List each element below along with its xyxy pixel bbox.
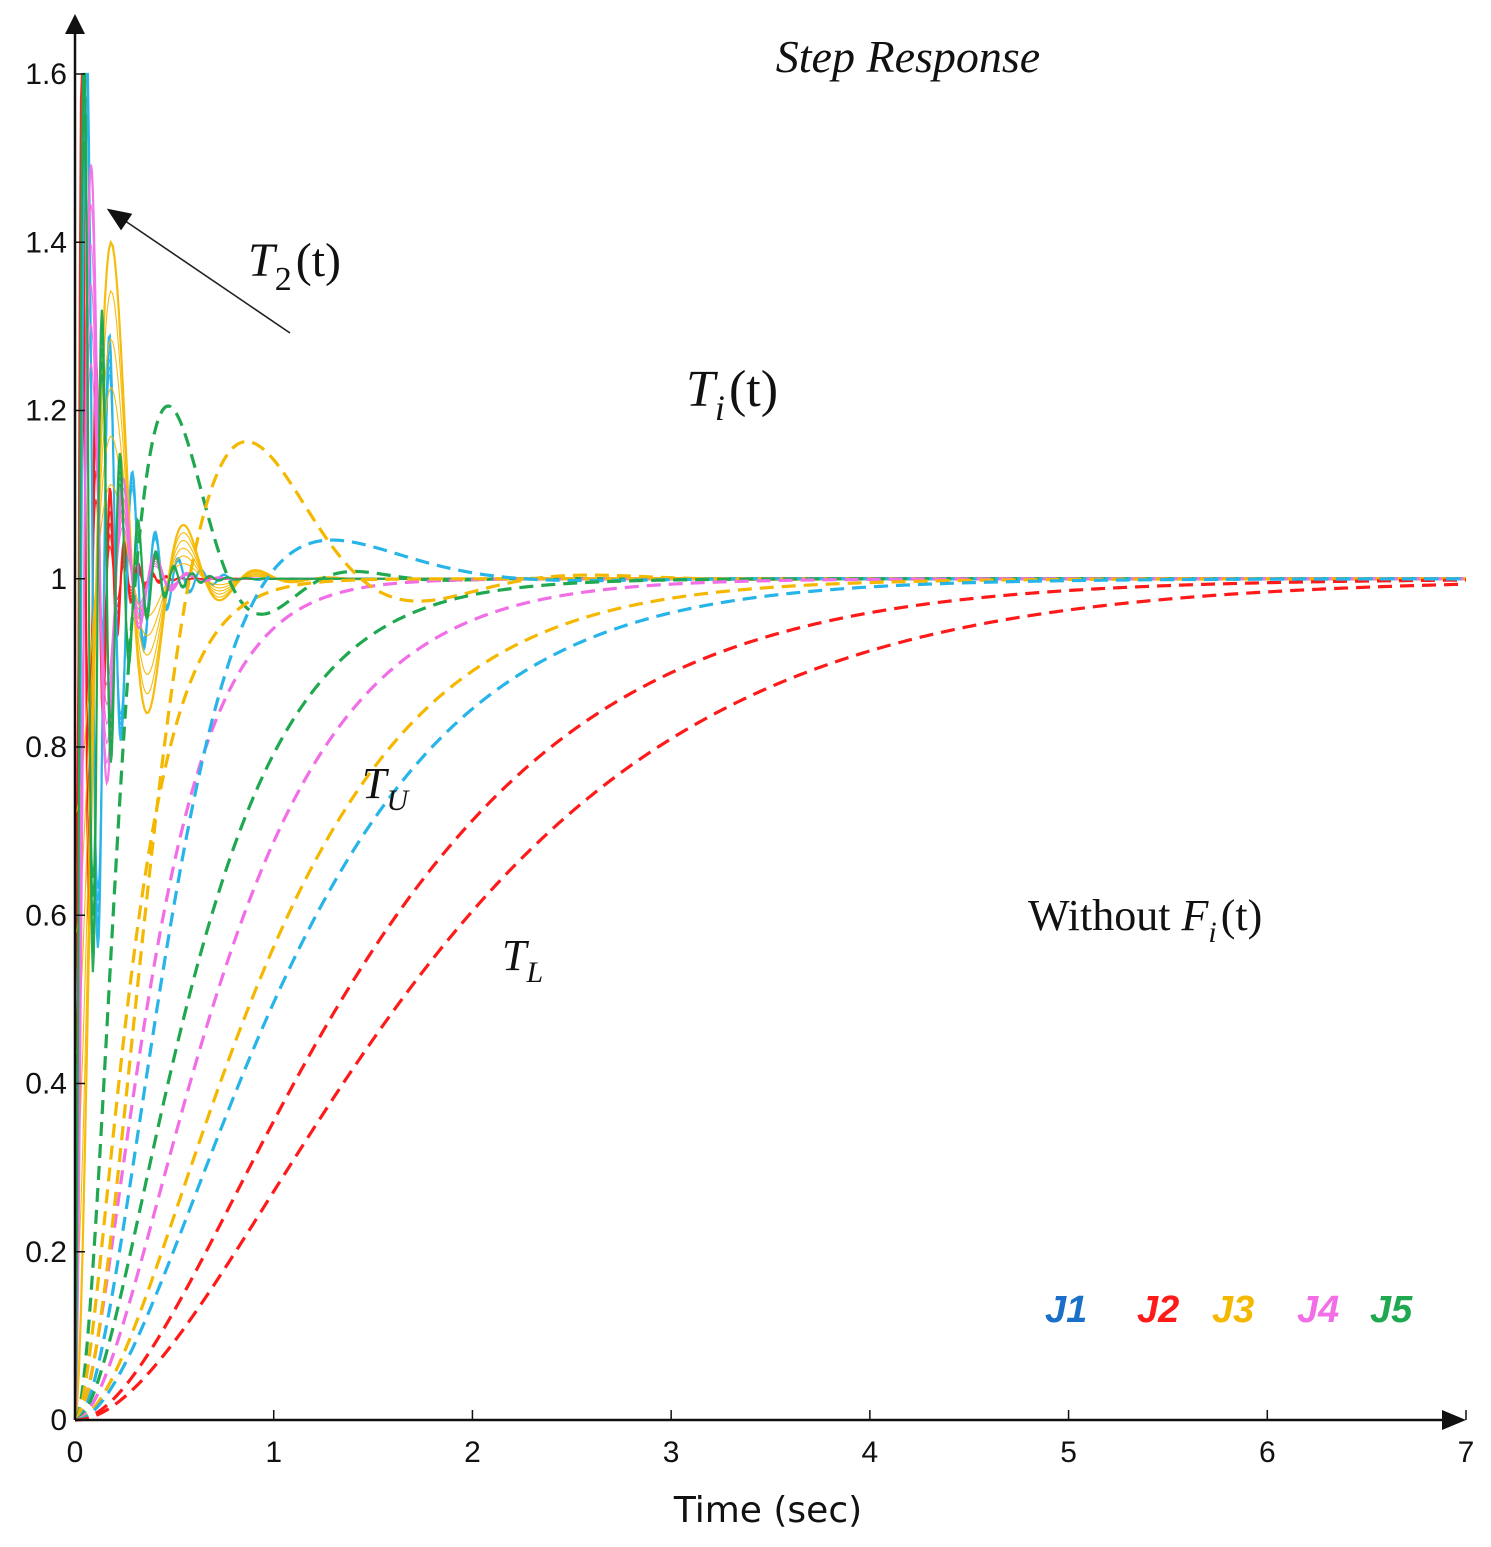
series-line bbox=[74, 384, 1466, 882]
y-tick-label: 0 bbox=[50, 1404, 67, 1437]
annotation-without: Without Fi(t) bbox=[1028, 891, 1262, 949]
annotation-tu-base: T bbox=[362, 759, 390, 808]
annotation-tl: TL bbox=[502, 931, 543, 989]
series-line bbox=[74, 577, 1466, 1422]
series-line bbox=[74, 578, 1467, 1422]
series-line bbox=[73, 239, 1466, 1421]
x-tick-label: 6 bbox=[1259, 1436, 1276, 1469]
series-line bbox=[74, 577, 1466, 1422]
annotation-tl-sub: L bbox=[525, 956, 543, 989]
series-band-2 bbox=[73, 239, 1466, 1421]
annotation-tu: TU bbox=[362, 759, 410, 817]
y-tick-label: 0.8 bbox=[25, 731, 67, 764]
series-line bbox=[74, 483, 1466, 815]
legend-entry-j5: J5 bbox=[1370, 1289, 1413, 1331]
annotation-ti-base: T bbox=[686, 361, 718, 418]
annotation-t2-rest: (t) bbox=[296, 234, 341, 287]
series-line bbox=[74, 435, 1466, 936]
annotation-ti-rest: (t) bbox=[729, 361, 778, 418]
t2-arrow-head-icon bbox=[106, 208, 133, 231]
y-tick-label: 0.6 bbox=[25, 899, 67, 932]
series-line bbox=[74, 577, 1466, 1422]
annotation-without-prefix: Without bbox=[1028, 891, 1181, 940]
annotation-without-rest: (t) bbox=[1221, 891, 1263, 940]
annotation-without-sub: i bbox=[1208, 916, 1216, 949]
series-line bbox=[74, 577, 1466, 1422]
x-tick-label: 2 bbox=[464, 1436, 481, 1469]
annotation-t2-sub: 2 bbox=[275, 261, 292, 298]
x-axis-arrow-icon bbox=[1442, 1410, 1466, 1430]
legend-entry-j3: J3 bbox=[1212, 1289, 1254, 1331]
annotation-t2: T2(t) bbox=[248, 234, 341, 298]
x-tick-label: 0 bbox=[67, 1436, 84, 1469]
x-tick-label: 5 bbox=[1060, 1436, 1077, 1469]
annotation-t2-base: T bbox=[248, 234, 278, 287]
annotation-tl-base: T bbox=[502, 931, 530, 980]
series-band-3 bbox=[73, 164, 1466, 1421]
annotation-tu-sub: U bbox=[386, 784, 410, 817]
x-ticks: 0 1 2 3 4 5 6 7 bbox=[67, 1410, 1475, 1469]
x-axis-title: Time (sec) bbox=[673, 1490, 862, 1531]
series-line bbox=[74, 141, 1466, 1219]
y-ticks: 0 0.2 0.4 0.6 0.8 1 1.2 1.4 1.6 bbox=[25, 58, 85, 1437]
chart-title: Step Response bbox=[776, 31, 1040, 82]
legend-entry-j2: J2 bbox=[1137, 1289, 1179, 1331]
series-layer bbox=[73, 72, 1467, 1422]
series-line bbox=[74, 582, 1467, 1422]
y-tick-label: 0.2 bbox=[25, 1236, 67, 1269]
annotation-ti-sub: i bbox=[715, 388, 725, 428]
annotation-ti: Ti(t) bbox=[686, 361, 778, 428]
series-line bbox=[74, 177, 1466, 1205]
y-tick-label: 1.6 bbox=[25, 58, 67, 91]
series-line bbox=[74, 577, 1466, 1422]
x-tick-label: 3 bbox=[663, 1436, 680, 1469]
x-tick-label: 4 bbox=[862, 1436, 879, 1469]
series-line bbox=[74, 338, 1466, 1178]
series-line bbox=[74, 386, 1466, 1057]
y-tick-label: 1 bbox=[50, 563, 67, 596]
series-line bbox=[74, 289, 1466, 1299]
axes bbox=[65, 14, 1466, 1430]
t2-arrow-line bbox=[118, 215, 291, 334]
x-tick-label: 1 bbox=[265, 1436, 282, 1469]
y-tick-label: 1.2 bbox=[25, 395, 67, 428]
y-axis-arrow-icon bbox=[65, 14, 85, 34]
legend-entry-j4: J4 bbox=[1297, 1289, 1339, 1331]
legend-entry-j1: J1 bbox=[1045, 1289, 1087, 1331]
x-tick-label: 7 bbox=[1458, 1436, 1475, 1469]
series-line bbox=[74, 577, 1466, 1422]
legend: J1 J2 J3 J4 J5 bbox=[1045, 1289, 1413, 1331]
y-tick-label: 1.4 bbox=[25, 226, 67, 259]
series-line bbox=[73, 164, 1466, 1421]
annotation-without-base: F bbox=[1180, 891, 1209, 940]
y-tick-label: 0.4 bbox=[25, 1068, 67, 1101]
t2-arrow bbox=[106, 208, 291, 334]
